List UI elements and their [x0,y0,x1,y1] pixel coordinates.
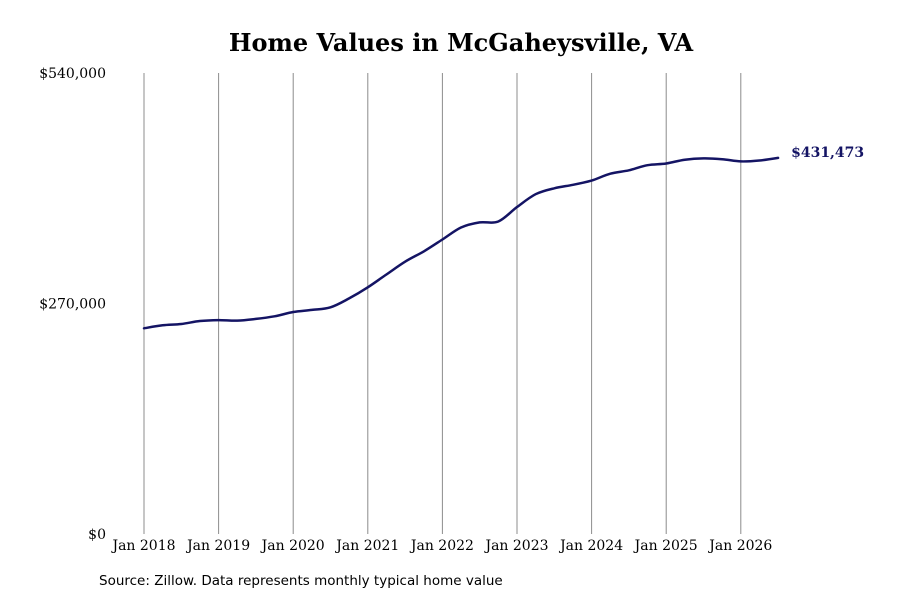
home-value-series-line [142,156,780,330]
x-tick-label: Jan 2023 [483,538,548,554]
x-tick-label: Jan 2022 [409,538,474,554]
x-tick-label: Jan 2021 [334,538,399,554]
x-tick-label: Jan 2018 [110,538,175,554]
y-tick-label: $540,000 [39,66,106,82]
x-axis-ticks: Jan 2018 Jan 2019 Jan 2020 Jan 2021 Jan 2022… [110,538,772,554]
x-tick-label: Jan 2024 [558,538,623,554]
latest-value-label: $431,473 [791,145,864,161]
source-note: Source: Zillow. Data represents monthly … [99,573,503,589]
y-tick-label: $0 [88,527,106,543]
y-axis-ticks: $0 $270,000 $540,000 [39,66,106,543]
x-tick-label: Jan 2026 [707,538,772,554]
y-tick-label: $270,000 [39,297,106,313]
chart-title: Home Values in McGaheysville, VA [229,28,694,57]
x-tick-label: Jan 2020 [260,538,325,554]
x-tick-label: Jan 2025 [633,538,698,554]
x-tick-label: Jan 2019 [185,538,250,554]
vertical-gridlines [143,73,742,534]
